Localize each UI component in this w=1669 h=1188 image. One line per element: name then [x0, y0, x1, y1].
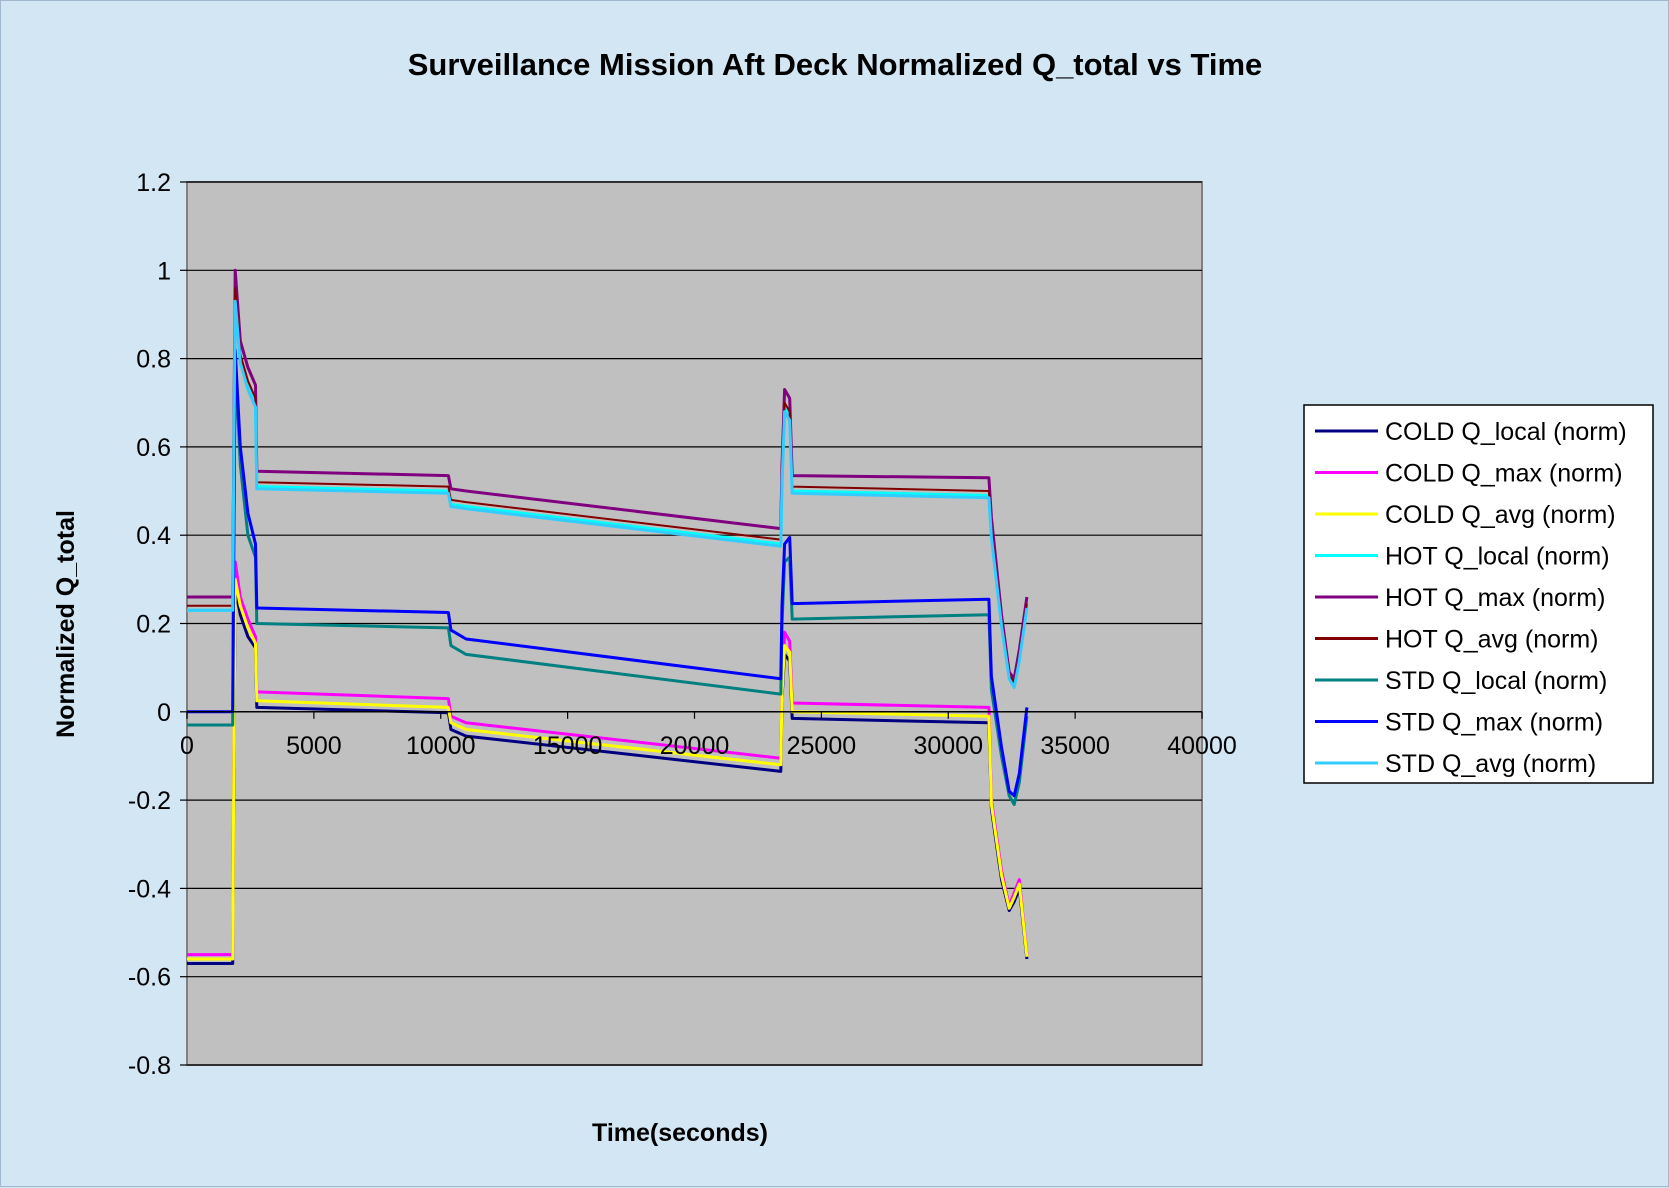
chart-title: Surveillance Mission Aft Deck Normalized… [408, 47, 1263, 82]
legend-label: STD Q_max (norm) [1385, 709, 1603, 737]
y-tick-label: -0.6 [128, 964, 171, 992]
x-tick-label: 30000 [913, 732, 983, 760]
legend-label: STD Q_local (norm) [1385, 667, 1607, 695]
y-tick-label: 0 [157, 699, 171, 727]
y-axis-title: Normalized Q_total [52, 510, 80, 738]
legend-label: HOT Q_max (norm) [1385, 584, 1605, 612]
x-tick-label: 35000 [1040, 732, 1110, 760]
legend-label: HOT Q_avg (norm) [1385, 626, 1598, 654]
y-tick-label: -0.8 [128, 1052, 171, 1080]
legend-label: COLD Q_local (norm) [1385, 418, 1627, 446]
x-tick-label: 25000 [787, 732, 857, 760]
y-tick-label: -0.4 [128, 875, 171, 903]
legend-label: HOT Q_local (norm) [1385, 543, 1610, 571]
y-tick-label: 0.6 [136, 434, 171, 462]
y-tick-label: -0.2 [128, 787, 171, 815]
x-axis-ticks: 0 5000 10000 15000 20000 25000 30000 35000 40000 [180, 711, 1237, 760]
x-tick-label: 40000 [1167, 732, 1237, 760]
y-tick-label: 0.8 [136, 346, 171, 374]
x-tick-label: 0 [180, 732, 194, 760]
y-axis-ticks: -0.8 -0.6 -0.4 -0.2 0 0.2 0.4 0.6 0.8 1 1.2 [128, 169, 187, 1080]
x-tick-label: 15000 [533, 732, 603, 760]
series-line-7 [187, 348, 1029, 798]
x-axis-title: Time(seconds) [592, 1119, 768, 1147]
series-line-8 [187, 299, 1029, 689]
y-tick-label: 0.4 [136, 522, 171, 550]
series-line-2 [187, 577, 1029, 961]
y-tick-label: 1 [157, 257, 171, 285]
y-tick-label: 1.2 [136, 169, 171, 197]
legend-label: COLD Q_max (norm) [1385, 460, 1623, 488]
x-tick-label: 5000 [286, 732, 342, 760]
legend-label: STD Q_avg (norm) [1385, 750, 1596, 778]
legend-label: COLD Q_avg (norm) [1385, 501, 1616, 529]
x-tick-label: 20000 [660, 732, 730, 760]
series-lines [187, 268, 1029, 965]
legend: COLD Q_local (norm) COLD Q_max (norm) COLD… [1303, 404, 1654, 784]
x-tick-label: 10000 [406, 732, 476, 760]
grid-lines [187, 181, 1202, 1066]
y-tick-label: 0.2 [136, 611, 171, 639]
